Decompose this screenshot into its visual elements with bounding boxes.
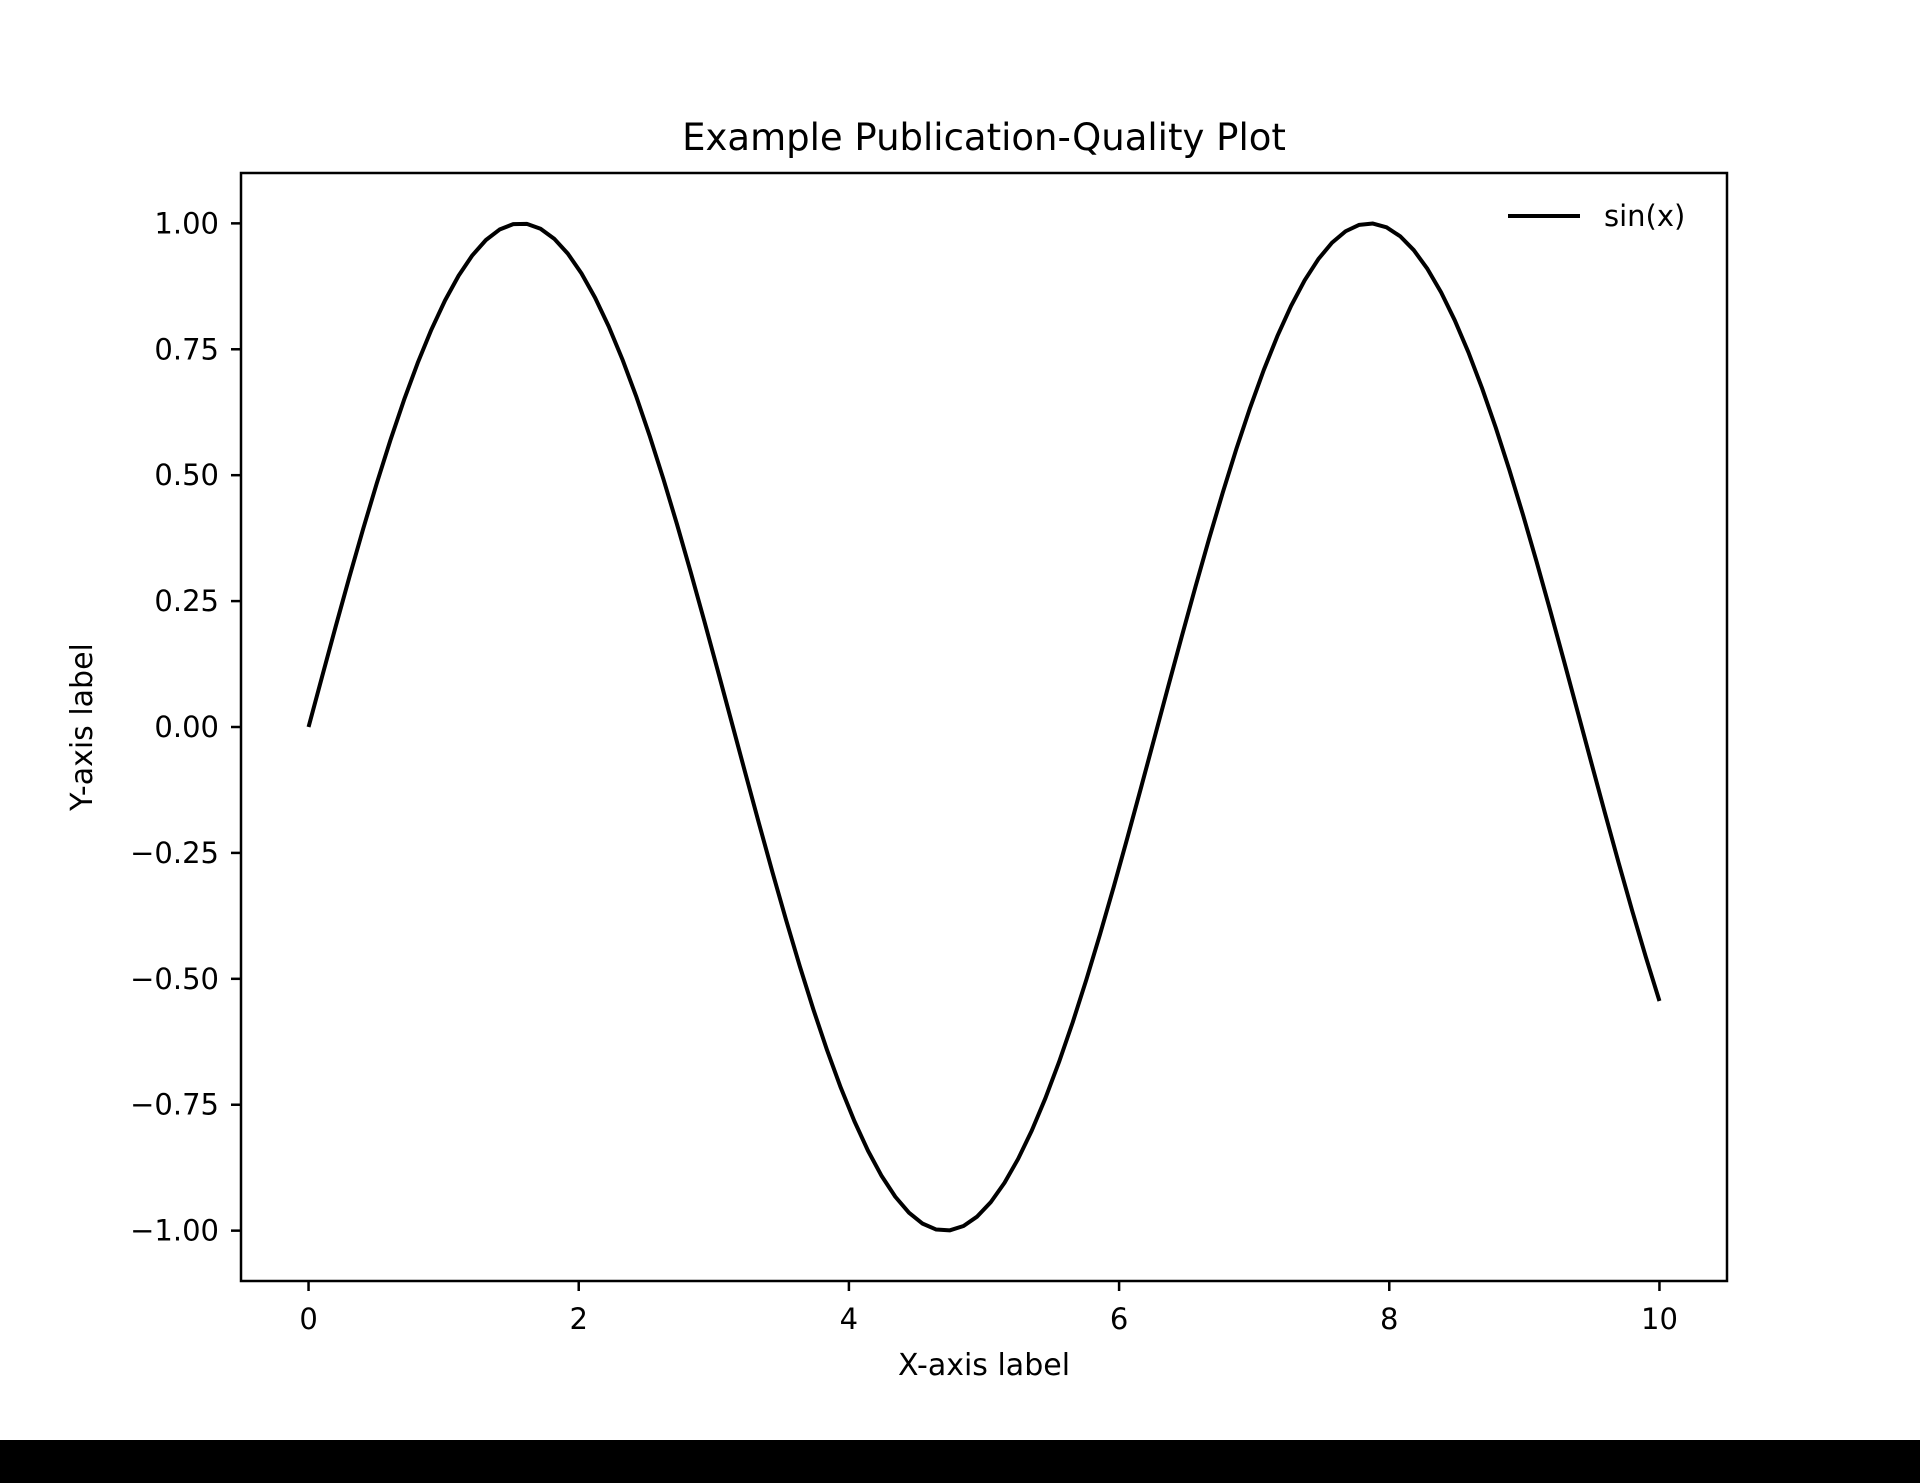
x-tick-label: 2 <box>570 1302 588 1336</box>
x-tick-label: 6 <box>1110 1302 1128 1336</box>
y-tick-label: −0.75 <box>130 1088 219 1122</box>
x-axis-label: X-axis label <box>898 1348 1070 1383</box>
y-tick-label: 0.50 <box>154 458 219 492</box>
chart-title: Example Publication-Quality Plot <box>682 116 1286 159</box>
y-tick-label: 0.00 <box>154 710 219 744</box>
series-line-sin <box>306 221 1662 1233</box>
x-tick-label: 8 <box>1380 1302 1398 1336</box>
x-tick-label: 0 <box>299 1302 317 1336</box>
line-chart: Example Publication-Quality Plot −1.00 −0… <box>0 0 1920 1440</box>
x-axis-ticks: 0 2 4 6 8 10 <box>299 1281 1678 1336</box>
x-tick-label: 10 <box>1641 1302 1678 1336</box>
y-tick-label: −0.50 <box>130 962 219 996</box>
legend-label-sin: sin(x) <box>1604 199 1685 233</box>
x-tick-label: 4 <box>840 1302 858 1336</box>
bottom-black-bar <box>0 1440 1920 1483</box>
y-axis-label: Y-axis label <box>65 643 100 812</box>
y-tick-label: 0.25 <box>154 584 219 618</box>
y-tick-label: 1.00 <box>154 206 219 240</box>
legend: sin(x) <box>1508 199 1685 233</box>
figure-background <box>0 0 1920 1440</box>
y-axis-ticks: −1.00 −0.75 −0.50 −0.25 0.00 0.25 0.50 0.75 1.00 <box>130 206 241 1248</box>
y-tick-label: −0.25 <box>130 836 219 870</box>
y-tick-label: −1.00 <box>130 1214 219 1248</box>
plot-area-frame <box>239 171 1729 1283</box>
chart-figure: Example Publication-Quality Plot −1.00 −0… <box>0 0 1920 1440</box>
y-tick-label: 0.75 <box>154 332 219 366</box>
